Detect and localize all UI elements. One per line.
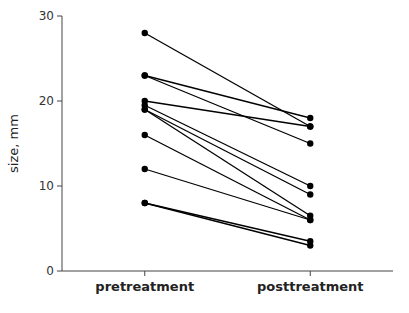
point bbox=[307, 123, 313, 129]
series-line bbox=[145, 169, 311, 220]
point bbox=[307, 140, 313, 146]
y-tick-label: 20 bbox=[39, 94, 54, 108]
point bbox=[307, 217, 313, 223]
point bbox=[142, 106, 148, 112]
plot-area bbox=[142, 30, 314, 249]
point bbox=[142, 200, 148, 206]
x-tick-label: pretreatment bbox=[95, 279, 194, 294]
point bbox=[142, 132, 148, 138]
point bbox=[142, 72, 148, 78]
y-tick bbox=[57, 101, 62, 102]
series-line bbox=[145, 76, 311, 144]
chart: 0 10 20 30 pretreatment posttreatment size, mm bbox=[0, 0, 409, 313]
point bbox=[142, 106, 148, 112]
point bbox=[142, 30, 148, 36]
series-line bbox=[145, 33, 311, 127]
point bbox=[307, 183, 313, 189]
point bbox=[142, 200, 148, 206]
point bbox=[142, 166, 148, 172]
series-line bbox=[145, 105, 311, 186]
y-tick-label: 0 bbox=[46, 264, 54, 278]
x-tick bbox=[144, 271, 145, 276]
point bbox=[307, 115, 313, 121]
point bbox=[307, 123, 313, 129]
point bbox=[142, 72, 148, 78]
y-tick bbox=[57, 186, 62, 187]
series-line bbox=[145, 76, 311, 119]
point bbox=[307, 242, 313, 248]
series-line bbox=[145, 110, 311, 216]
y-tick bbox=[57, 16, 62, 17]
series-line bbox=[145, 203, 311, 246]
x-axis-line bbox=[62, 271, 393, 272]
point bbox=[307, 217, 313, 223]
y-tick-label: 30 bbox=[39, 9, 54, 23]
y-tick bbox=[57, 271, 62, 272]
x-tick-label: posttreatment bbox=[257, 279, 363, 294]
point bbox=[307, 191, 313, 197]
y-axis-line bbox=[62, 16, 63, 271]
y-tick-label: 10 bbox=[39, 179, 54, 193]
x-tick bbox=[310, 271, 311, 276]
y-axis-label: size, mm bbox=[6, 114, 21, 173]
series-line bbox=[145, 110, 311, 195]
series-line bbox=[145, 135, 311, 220]
